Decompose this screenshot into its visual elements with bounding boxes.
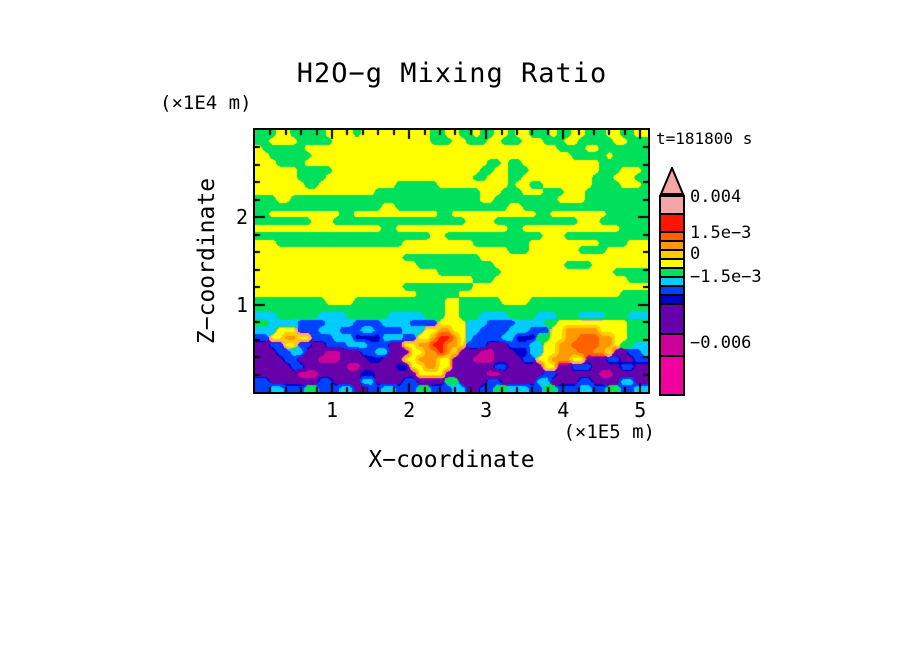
colorbar-segment	[661, 249, 683, 258]
z-tick-label: 2	[235, 205, 248, 230]
colorbar-segment	[661, 231, 683, 240]
colorbar-segment	[661, 267, 683, 276]
colorbar-label: 1.5e−3	[690, 223, 752, 243]
contour-plot-frame	[253, 128, 650, 394]
colorbar-segment	[661, 197, 683, 213]
colorbar-label: 0	[690, 244, 701, 264]
x-tick-label: 3	[480, 398, 493, 422]
x-axis-unit-label: (×1E5 m)	[563, 421, 655, 443]
colorbar-segment	[661, 213, 683, 231]
colorbar-label: −0.006	[690, 333, 752, 353]
colorbar-label: 0.004	[690, 187, 742, 207]
colorbar-segment	[661, 294, 683, 303]
colorbar-segment	[661, 276, 683, 285]
colorbar-arrow-icon	[659, 167, 685, 195]
z-tick-label: 1	[235, 292, 248, 317]
timestamp-label: t=181800 s	[656, 129, 753, 148]
x-tick-label: 5	[634, 398, 647, 422]
x-tick-label: 2	[403, 398, 416, 422]
chart-title: H2O−g Mixing Ratio	[296, 58, 608, 89]
colorbar-segment	[661, 285, 683, 294]
z-axis-title: Z−coordinate	[194, 177, 220, 345]
colorbar-segment	[661, 303, 683, 333]
z-axis-unit-label: (×1E4 m)	[160, 92, 252, 114]
colorbar-segment	[661, 355, 683, 394]
colorbar-label: −1.5e−3	[690, 267, 762, 287]
x-tick-label: 1	[326, 398, 339, 422]
colorbar-segment	[661, 240, 683, 249]
colorbar	[659, 195, 685, 396]
colorbar-segment	[661, 333, 683, 355]
x-axis-title: X−coordinate	[368, 447, 535, 473]
contour-field-canvas	[255, 130, 648, 392]
x-tick-label: 4	[557, 398, 570, 422]
colorbar-segment	[661, 258, 683, 267]
